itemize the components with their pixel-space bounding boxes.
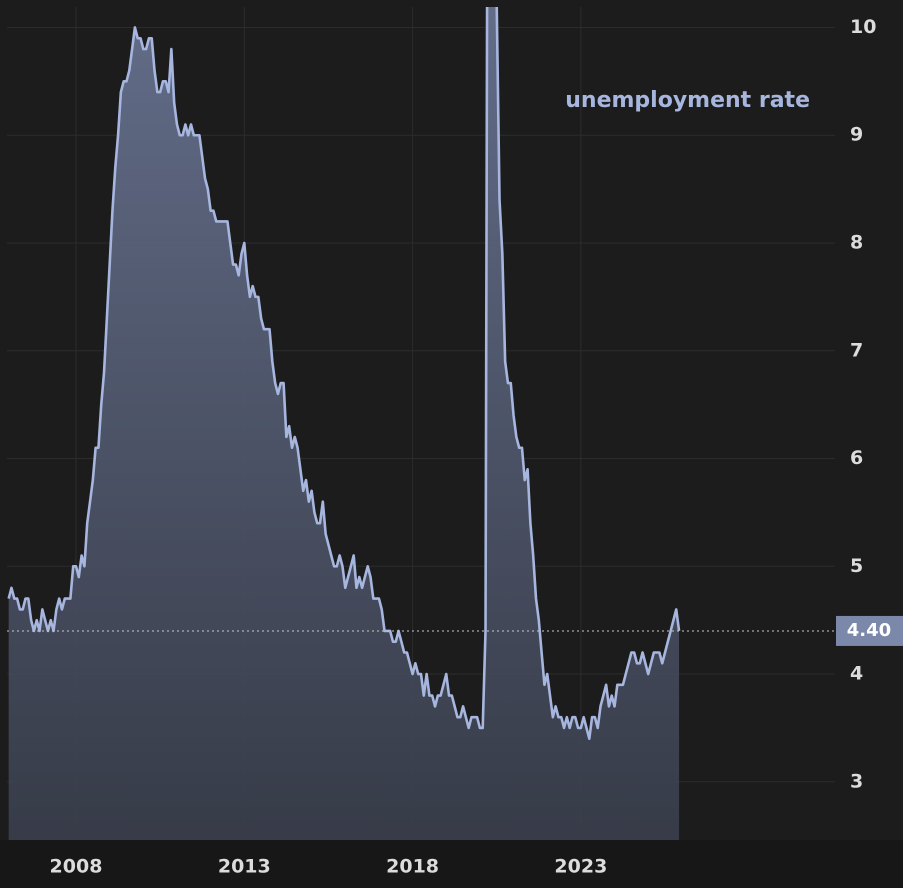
- x-tick-label: 2008: [50, 856, 103, 878]
- plot-area: [7, 7, 681, 840]
- y-tick-label: 6: [850, 447, 863, 469]
- y-tick-label: 9: [850, 124, 863, 146]
- x-tick-label: 2013: [218, 856, 271, 878]
- y-tick-label: 7: [850, 339, 863, 361]
- y-tick-label: 4: [850, 663, 863, 685]
- x-tick-label: 2018: [386, 856, 439, 878]
- area-fill: [8, 7, 680, 840]
- x-axis-strip: [0, 840, 903, 888]
- legend-entry: unemployment rate: [565, 88, 810, 113]
- y-tick-label: 5: [850, 555, 863, 577]
- y-tick-label: 10: [850, 16, 876, 38]
- y-tick-label: 3: [850, 770, 863, 792]
- last-value-label: 4.40: [847, 620, 891, 641]
- x-tick-label: 2023: [554, 856, 607, 878]
- y-tick-label: 8: [850, 231, 863, 253]
- line: [7, 7, 681, 740]
- last-value-box: [836, 615, 903, 646]
